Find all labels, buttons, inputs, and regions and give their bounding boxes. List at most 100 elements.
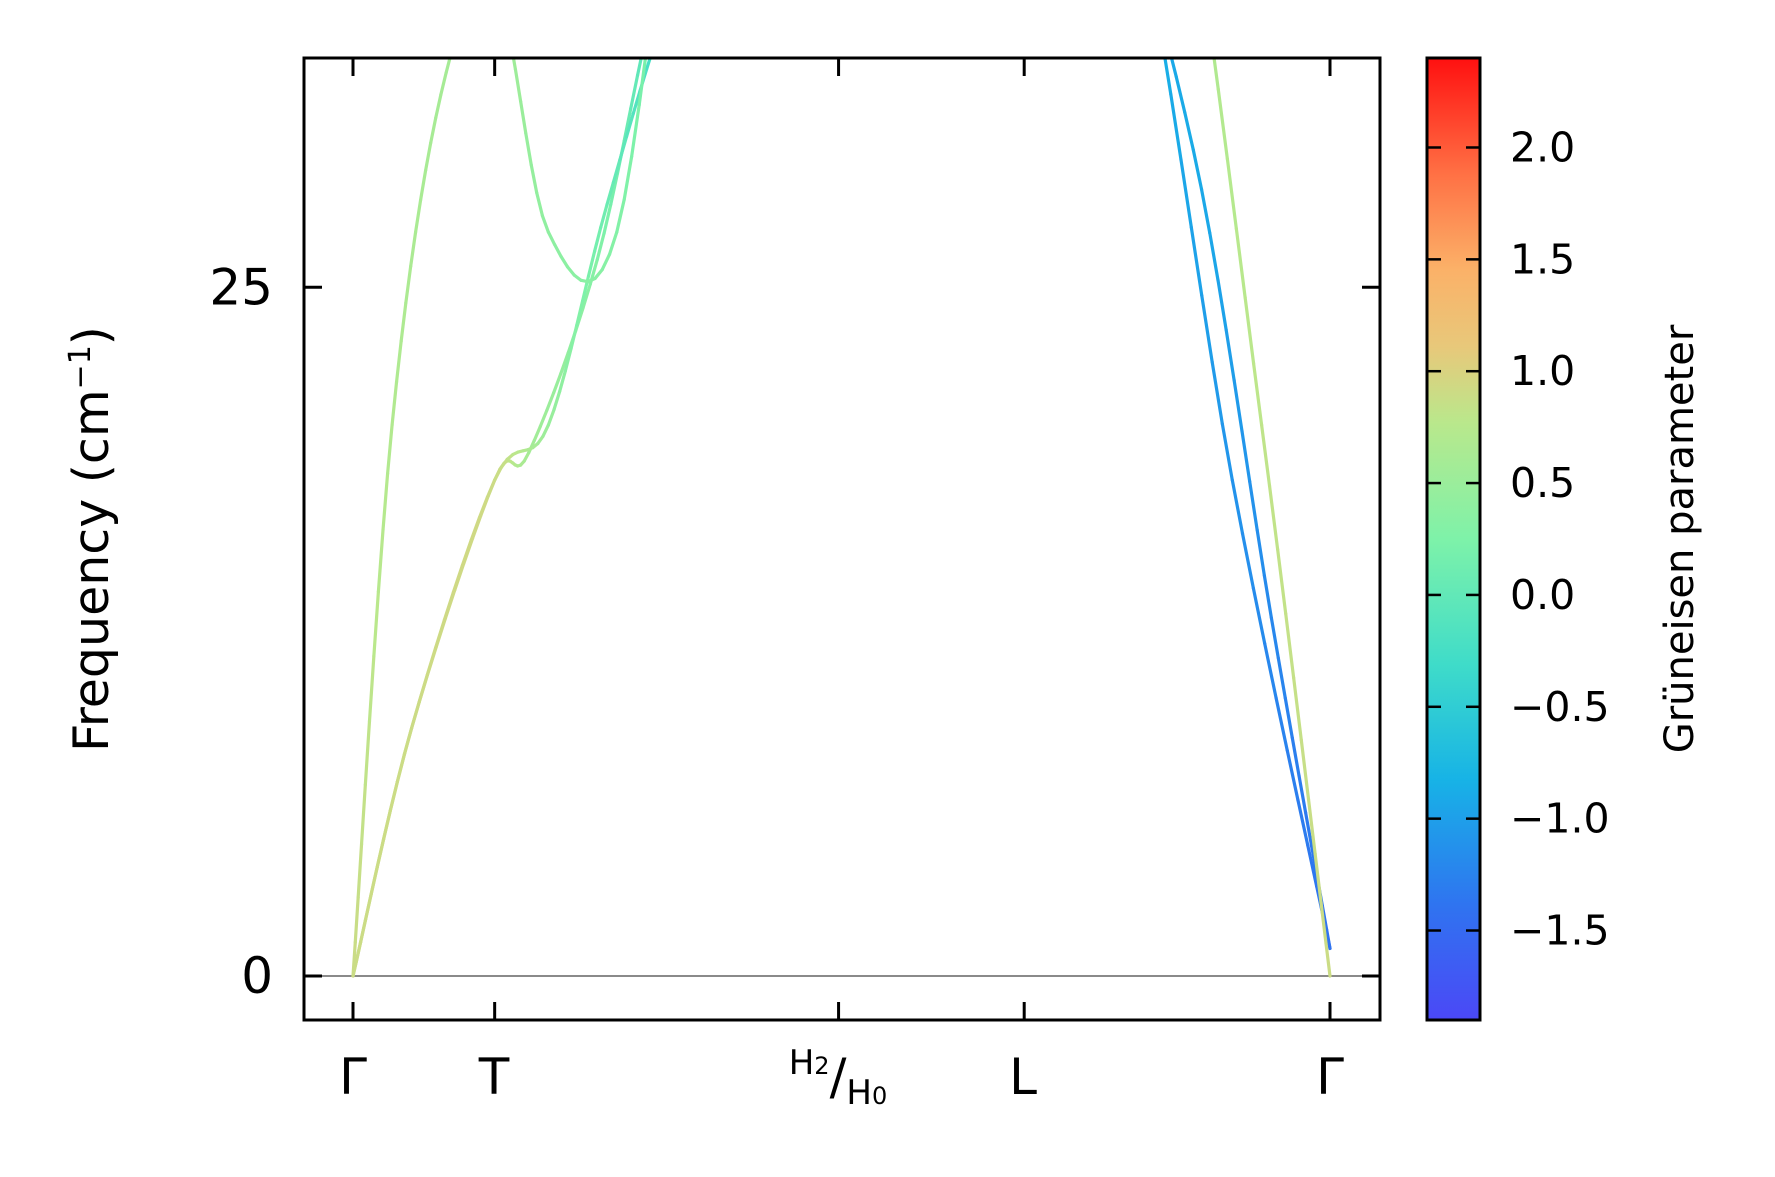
band-segment xyxy=(1216,87,1229,161)
band-segment xyxy=(1319,900,1328,946)
band-segment xyxy=(485,478,497,499)
band-segment xyxy=(1234,227,1247,299)
band-segment xyxy=(429,115,438,145)
band-segment xyxy=(457,17,462,34)
colorbar-tick-label: 2.0 xyxy=(1510,123,1575,171)
band-segment xyxy=(651,0,658,12)
y-tick-label: 0 xyxy=(241,947,273,1005)
band-segment xyxy=(607,230,619,257)
band-segment xyxy=(1292,676,1303,742)
band-segment xyxy=(1158,8,1167,41)
colorbar-label: Grüneisen parameter xyxy=(1657,324,1703,753)
band-segment xyxy=(1299,738,1311,801)
band-segment xyxy=(575,299,585,327)
band-segment xyxy=(569,323,579,351)
band-segment xyxy=(1285,748,1300,802)
colorbar xyxy=(1425,56,1482,1022)
band-segment xyxy=(372,589,381,658)
band-segment xyxy=(462,3,467,17)
band-segment xyxy=(1283,696,1294,740)
band-segment xyxy=(522,450,531,463)
band-segment xyxy=(618,135,629,162)
band-segment xyxy=(451,34,456,53)
band-segment xyxy=(425,645,438,677)
band-segment xyxy=(418,168,428,202)
band-segment xyxy=(417,673,429,704)
kpoint-h0-main: H xyxy=(846,1073,872,1113)
colorbar-tick-label: 1.5 xyxy=(1510,235,1575,283)
kpoint-h2-sub: 2 xyxy=(814,1052,829,1080)
band-series-3 xyxy=(351,0,1332,978)
band-segment xyxy=(1276,656,1287,700)
band-segment xyxy=(1240,531,1256,590)
band-segment xyxy=(546,230,557,247)
band-series-1 xyxy=(351,0,1332,978)
band-segment xyxy=(1200,293,1214,364)
band-segment xyxy=(386,423,394,476)
band-segment xyxy=(1179,158,1193,230)
band-segment xyxy=(477,495,490,519)
band-segment xyxy=(410,700,421,730)
band-segment xyxy=(637,58,648,107)
band-segment xyxy=(390,380,399,427)
band-segment xyxy=(1232,378,1244,433)
band-segment xyxy=(469,515,482,542)
band-segment xyxy=(1303,810,1314,849)
band-segment xyxy=(599,203,609,229)
x-axis-ticks xyxy=(351,58,1332,1020)
band-segment xyxy=(1212,58,1220,91)
band-segment xyxy=(1169,93,1183,162)
colorbar-tick-label: 0.5 xyxy=(1510,459,1575,507)
band-segment xyxy=(1208,231,1220,282)
band-segment xyxy=(1189,225,1204,298)
band-segment xyxy=(409,230,418,268)
band-segment xyxy=(358,918,368,944)
band-segment xyxy=(661,4,668,25)
band-segment xyxy=(1325,927,1332,951)
band-segment xyxy=(1220,422,1234,482)
band-segment xyxy=(1267,484,1280,551)
band-segment xyxy=(451,563,464,594)
band-segment xyxy=(1276,547,1288,616)
band-segment xyxy=(1152,0,1161,34)
colorbar-ticks: −1.5 −1.0 −0.5 0.0 0.5 1.0 1.5 2.0 xyxy=(1427,123,1610,955)
band-segment xyxy=(363,893,373,922)
band-segment xyxy=(399,301,408,343)
band-segment xyxy=(1230,478,1245,536)
band-segment xyxy=(1200,0,1209,21)
kpoint-label-t: T xyxy=(478,1048,510,1106)
band-segment xyxy=(532,424,542,443)
band-segment xyxy=(540,214,551,234)
y-axis-ticks: 0255075100125150 xyxy=(209,258,1380,1005)
band-segment xyxy=(467,0,472,3)
kpoint-label-gamma-end: Γ xyxy=(1316,1048,1344,1106)
band-segment xyxy=(442,590,456,622)
band-segment xyxy=(546,408,556,427)
band-segment xyxy=(1269,616,1280,660)
band-segment xyxy=(404,264,413,305)
band-segment xyxy=(1260,423,1272,488)
band-segment xyxy=(381,808,392,841)
band-segment xyxy=(600,252,612,272)
band-segment xyxy=(402,726,414,756)
band-segment xyxy=(353,895,360,944)
band-segment xyxy=(1296,798,1310,848)
band-segment xyxy=(1216,278,1228,332)
band-segment xyxy=(1297,774,1308,815)
band-segment xyxy=(439,71,448,97)
y-axis-label-unit-sup: −1 xyxy=(63,345,98,389)
band-segment xyxy=(1248,479,1259,532)
band-segment xyxy=(602,202,613,235)
band-segment xyxy=(395,752,407,784)
band-segment xyxy=(1149,0,1158,8)
kpoint-label-h2-h0: H2/H0 xyxy=(789,1043,888,1113)
band-segment xyxy=(1251,586,1267,646)
band-segment xyxy=(622,154,634,202)
band-segment xyxy=(363,719,372,787)
band-segment xyxy=(563,347,573,373)
band-segment xyxy=(513,67,523,103)
band-segment xyxy=(1263,641,1278,700)
band-segment xyxy=(367,654,376,723)
band-segment xyxy=(424,141,433,173)
